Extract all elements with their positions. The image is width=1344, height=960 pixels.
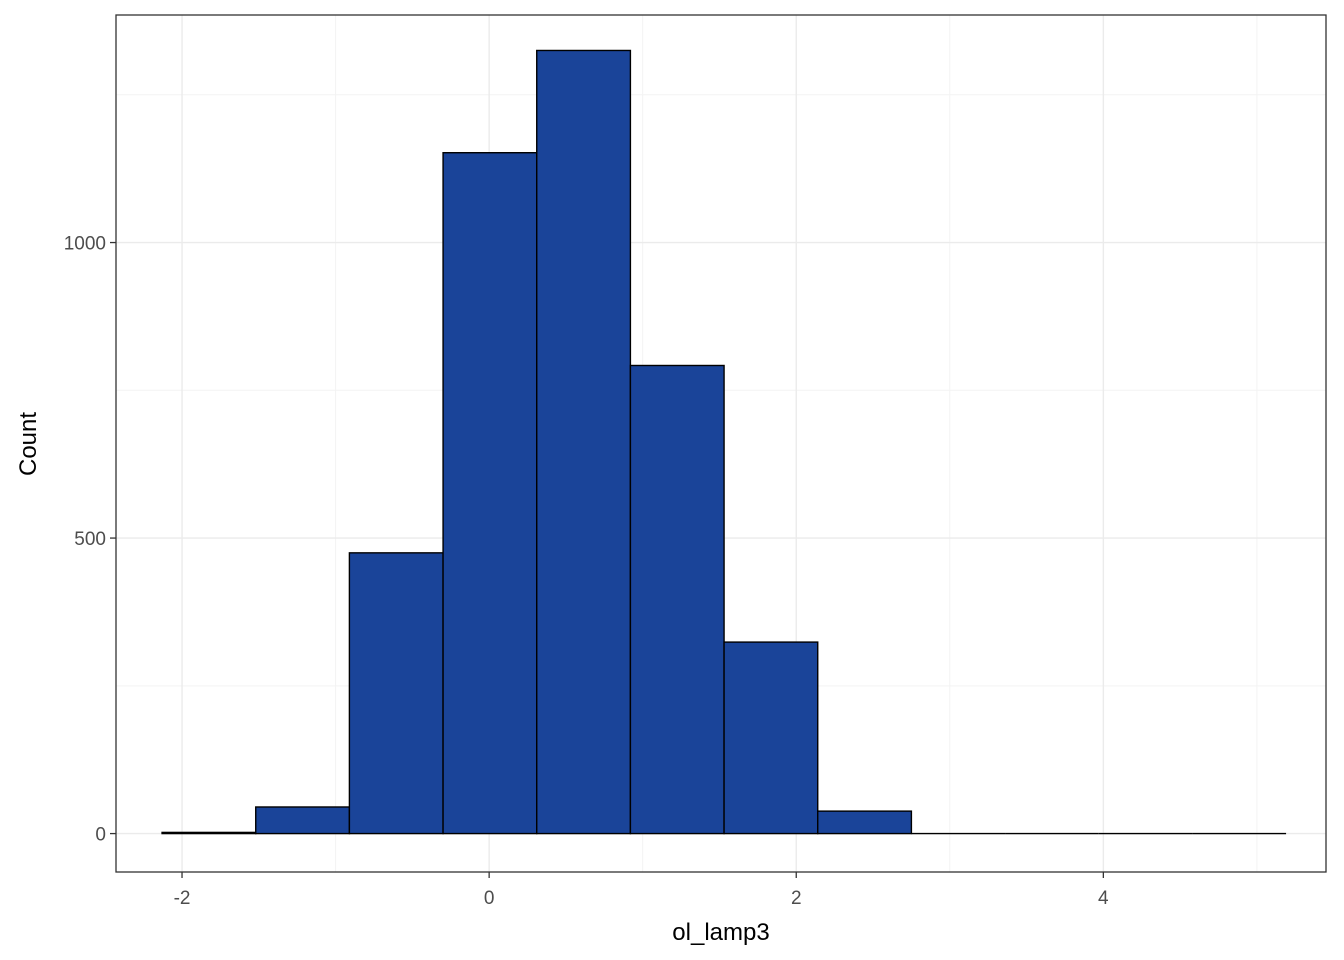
x-axis-ticks: -2 0 2 4 bbox=[174, 872, 1109, 909]
histogram-bar bbox=[348, 552, 444, 835]
x-tick-label: 2 bbox=[791, 888, 802, 909]
histogram-bar bbox=[629, 364, 725, 835]
y-tick-label: 0 bbox=[95, 825, 106, 846]
histogram-bar bbox=[817, 810, 913, 835]
histogram-bar bbox=[161, 831, 257, 835]
x-tick-label: 4 bbox=[1098, 888, 1109, 909]
y-tick-label: 1000 bbox=[64, 234, 106, 255]
histogram-bars bbox=[161, 49, 1287, 835]
y-axis-title: Count bbox=[15, 412, 42, 476]
histogram-bar bbox=[255, 806, 351, 835]
histogram-bar bbox=[536, 49, 632, 835]
x-tick-label: -2 bbox=[174, 888, 191, 909]
histogram-bar bbox=[442, 152, 538, 835]
panel-border bbox=[115, 14, 1327, 873]
y-axis-ticks: 0 500 1000 bbox=[64, 234, 116, 846]
x-axis-title: ol_lamp3 bbox=[672, 919, 769, 946]
y-tick-label: 500 bbox=[74, 529, 106, 550]
histogram-bar bbox=[723, 641, 819, 835]
x-tick-label: 0 bbox=[484, 888, 495, 909]
